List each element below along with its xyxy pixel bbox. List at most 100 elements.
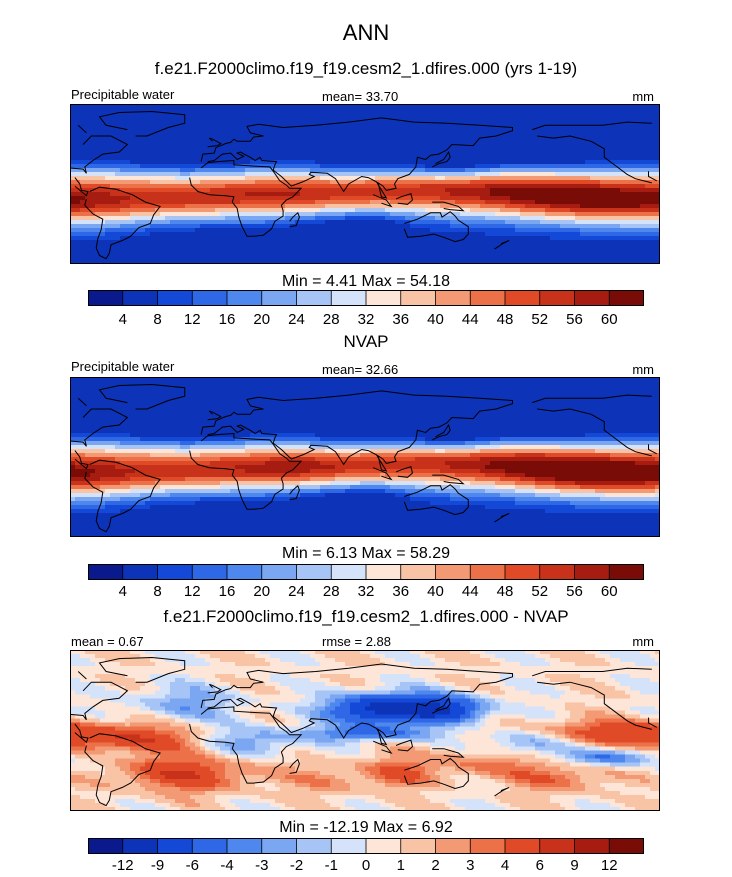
colorbar-box (574, 564, 611, 580)
colorbar-box (469, 290, 506, 306)
colorbar-tick-label: -3 (255, 857, 269, 874)
colorbar-tick-label: 6 (535, 857, 544, 874)
case-title: f.e21.F2000climo.f19_f19.cesm2_1.dfires.… (154, 59, 578, 78)
colorbar-box (122, 838, 159, 854)
panel3-colorbar (88, 838, 644, 854)
colorbar-box (469, 838, 506, 854)
colorbar-box (435, 564, 472, 580)
colorbar-box (539, 838, 576, 854)
colorbar-box (539, 290, 576, 306)
colorbar-tick-label: 9 (570, 857, 579, 874)
colorbar-tick-label: -6 (185, 857, 199, 874)
panel2-map (70, 377, 660, 537)
colorbar-box (226, 838, 263, 854)
colorbar-tick-label: 36 (392, 583, 410, 600)
colorbar-box (574, 838, 611, 854)
colorbar-tick-label: 44 (461, 583, 479, 600)
colorbar-box (608, 564, 644, 580)
colorbar-box (608, 290, 644, 306)
colorbar-box (330, 564, 367, 580)
colorbar-box (365, 564, 402, 580)
colorbar-tick-label: 2 (431, 857, 440, 874)
panel2-colorbar-ticks: 4 8 12 16 20 24 28 32 36 40 44 48 52 56 60 (88, 584, 644, 600)
colorbar-tick-label: 4 (500, 857, 510, 874)
colorbar-box (504, 564, 541, 580)
panel1-colorbar (88, 290, 644, 306)
colorbar-box (88, 838, 124, 854)
colorbar-box (226, 564, 263, 580)
colorbar-box (365, 838, 402, 854)
panel3-colorbar-ticks: -12 -9 -6 -4 -3 -2 -1 0 1 2 3 4 6 9 12 (88, 858, 644, 874)
colorbar-tick-label: 28 (322, 311, 340, 328)
colorbar-box (296, 564, 333, 580)
panel3-range-label: Min = -12.19 Max = 6.92 (279, 819, 453, 836)
colorbar-tick-label: 32 (357, 311, 375, 328)
colorbar-box (122, 290, 159, 306)
colorbar-tick-label: 16 (218, 311, 236, 328)
colorbar-box (469, 564, 506, 580)
panel2-range-label: Min = 6.13 Max = 58.29 (281, 545, 451, 562)
colorbar-box (261, 290, 298, 306)
panel1-mean-label: mean= 33.70 (322, 89, 399, 104)
colorbar-box (261, 838, 298, 854)
colorbar-tick-label: 60 (600, 311, 618, 328)
colorbar-tick-label: -2 (289, 857, 304, 874)
colorbar-tick-label: 1 (396, 857, 405, 874)
colorbar-tick-label: -1 (324, 857, 338, 874)
colorbar-box (88, 564, 124, 580)
colorbar-box (191, 564, 228, 580)
colorbar-tick-label: -4 (220, 857, 234, 874)
panel2-units: mm (632, 362, 654, 377)
colorbar-tick-label: 44 (461, 311, 479, 328)
panel2-mean-label: mean= 32.66 (322, 362, 399, 377)
colorbar-box (574, 290, 611, 306)
season-title: ANN (342, 20, 390, 45)
colorbar-tick-label: 16 (218, 583, 236, 600)
colorbar-box (157, 838, 194, 854)
colorbar-box (157, 564, 194, 580)
panel2-colorbar (88, 564, 644, 580)
colorbar-tick-label: 56 (566, 311, 583, 328)
colorbar-box (226, 290, 263, 306)
colorbar-box (122, 564, 159, 580)
colorbar-box (365, 290, 402, 306)
colorbar-tick-label: 40 (427, 311, 444, 328)
panel3-map (70, 650, 660, 811)
colorbar-tick-label: 3 (466, 857, 475, 874)
colorbar-box (504, 838, 541, 854)
colorbar-tick-label: 28 (322, 583, 340, 600)
colorbar-tick-label: 0 (361, 857, 371, 874)
colorbar-tick-label: 48 (496, 583, 514, 600)
colorbar-tick-label: 24 (288, 583, 305, 600)
colorbar-box (191, 290, 228, 306)
colorbar-box (400, 564, 437, 580)
panel1-map (70, 104, 660, 264)
colorbar-box (435, 838, 472, 854)
colorbar-box (88, 290, 124, 306)
colorbar-tick-label: 20 (253, 583, 271, 600)
colorbar-tick-label: -9 (150, 857, 165, 874)
colorbar-tick-label: 12 (600, 857, 618, 874)
panel3-rmse-label: rmse = 2.88 (322, 634, 392, 649)
colorbar-tick-label: 32 (357, 583, 375, 600)
panel1-range-label: Min = 4.41 Max = 54.18 (281, 273, 451, 290)
colorbar-box (400, 838, 437, 854)
panel2-left-label: Precipitable water (71, 359, 175, 374)
colorbar-tick-label: 12 (183, 311, 201, 328)
panel3-mean-label: mean = 0.67 (71, 634, 144, 649)
colorbar-box (435, 290, 472, 306)
colorbar-tick-label: 36 (392, 311, 410, 328)
colorbar-box (400, 290, 437, 306)
diff-title: f.e21.F2000climo.f19_f19.cesm2_1.dfires.… (163, 607, 569, 626)
colorbar-box (261, 564, 298, 580)
colorbar-box (330, 838, 367, 854)
colorbar-box (296, 290, 333, 306)
colorbar-tick-label: 24 (288, 311, 305, 328)
colorbar-box (191, 838, 228, 854)
colorbar-tick-label: 4 (118, 583, 127, 600)
colorbar-tick-label: 8 (153, 583, 162, 600)
colorbar-tick-label: 40 (427, 583, 444, 600)
colorbar-box (296, 838, 333, 854)
colorbar-tick-label: 52 (531, 311, 549, 328)
colorbar-tick-label: 20 (253, 311, 271, 328)
